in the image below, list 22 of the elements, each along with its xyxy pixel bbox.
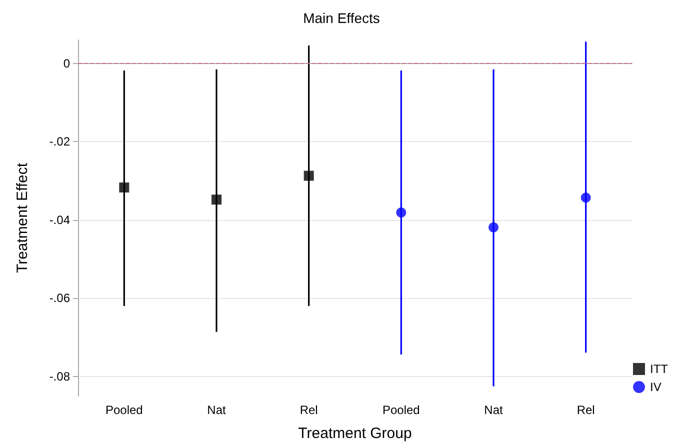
x-tick-label: Rel: [576, 403, 595, 417]
y-axis-title: Treatment Effect: [14, 162, 31, 274]
y-tick-label: -.04: [49, 212, 70, 227]
x-tick-label: Pooled: [382, 403, 420, 417]
point: [488, 222, 498, 232]
point: [119, 182, 130, 192]
x-tick-label: Nat: [484, 403, 504, 417]
x-tick-label: Nat: [207, 403, 226, 417]
x-tick-label: Rel: [300, 403, 318, 417]
legend-label: IV: [650, 380, 662, 394]
legend-label: ITT: [650, 362, 669, 376]
x-axis-title: Treatment Group: [298, 425, 412, 442]
y-tick-label: -.08: [49, 369, 70, 384]
point: [212, 194, 222, 205]
x-tick-label: Pooled: [105, 403, 143, 417]
point: [580, 192, 591, 203]
y-tick-label: -.02: [49, 134, 70, 149]
chart-title: Main Effects: [303, 10, 380, 26]
point: [304, 170, 314, 181]
y-tick-label: -.06: [49, 291, 70, 306]
y-tick-label: 0: [63, 56, 70, 70]
point: [396, 208, 406, 218]
